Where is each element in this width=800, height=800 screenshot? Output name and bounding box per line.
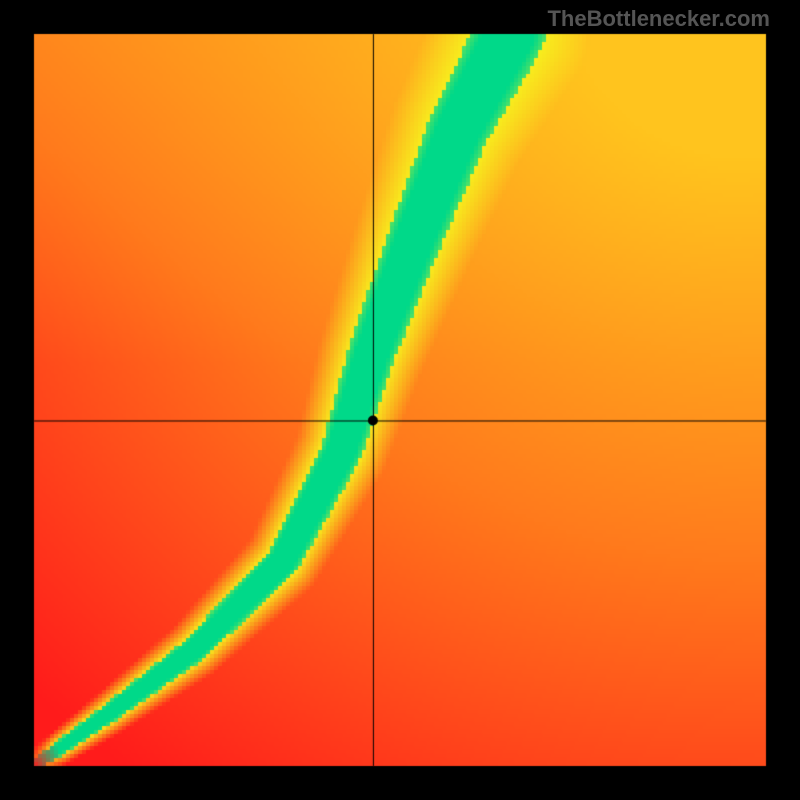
chart-container: TheBottlenecker.com <box>0 0 800 800</box>
overlay-canvas <box>0 0 800 800</box>
